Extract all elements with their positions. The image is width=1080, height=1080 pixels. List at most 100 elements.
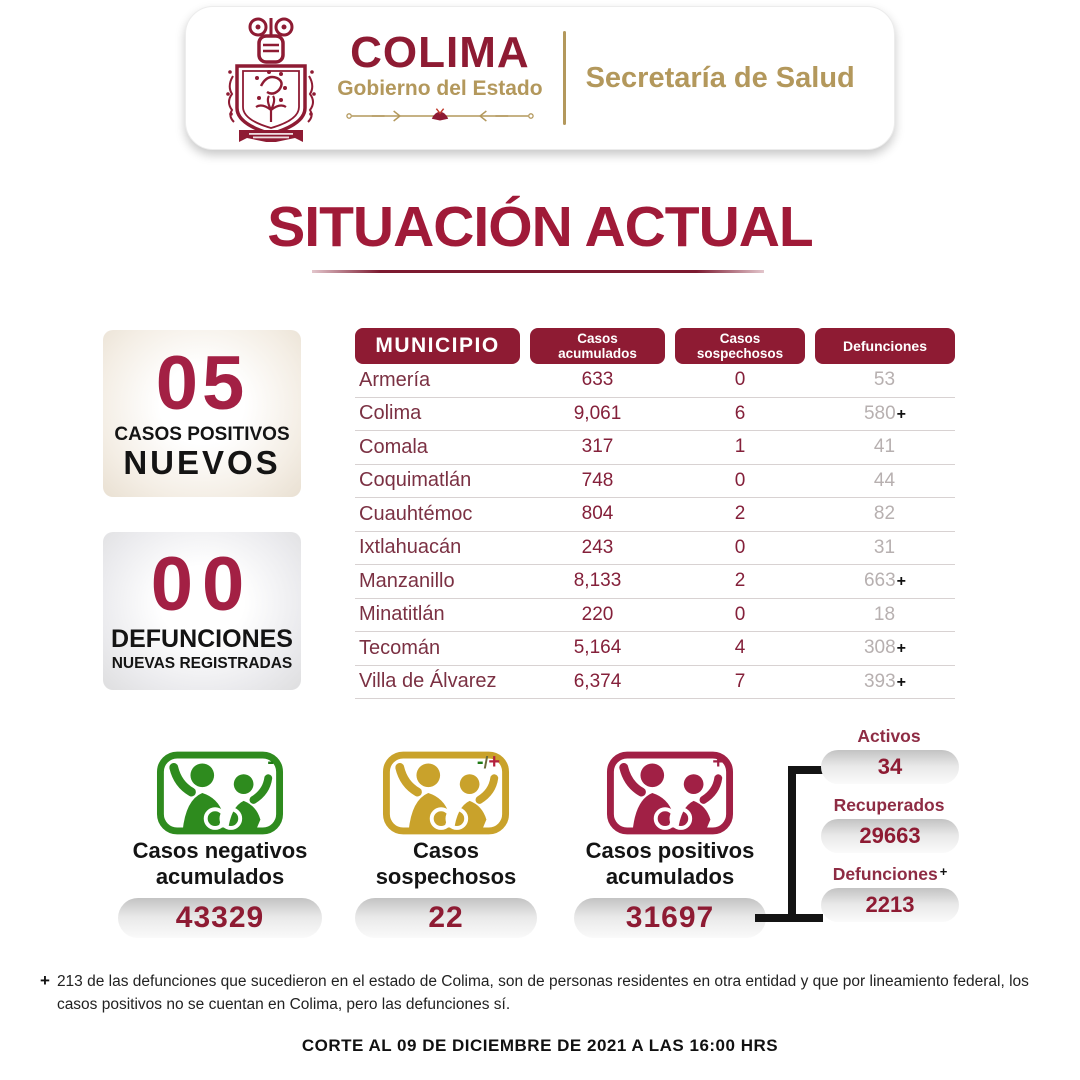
breakdown-value: 2213 — [821, 888, 959, 922]
colima-coat-of-arms-icon — [226, 17, 317, 142]
defunciones-cell: 41 — [873, 436, 896, 458]
plus-mark: + — [896, 405, 907, 423]
municipio-cell: Villa de Álvarez — [359, 670, 497, 693]
municipio-cell: Comala — [359, 435, 428, 458]
header-divider — [562, 31, 566, 125]
breakdown-item-activos: Activos 34 — [818, 726, 962, 784]
sospechosos-cell: 0 — [734, 536, 746, 558]
family-positive-icon — [606, 751, 734, 835]
sospechosos-cell: 1 — [734, 436, 746, 458]
acumulados-cell: 633 — [581, 369, 614, 391]
municipio-cell: Manzanillo — [359, 569, 455, 592]
acumulados-cell: 748 — [581, 469, 614, 491]
acumulados-cell: 6,374 — [573, 670, 622, 692]
sospechosos-cell: 6 — [734, 402, 746, 424]
defunciones-cell: 82 — [873, 503, 896, 525]
plus-mark: + — [712, 751, 724, 773]
column-header-casos-acumulados: Casos acumulados — [530, 328, 665, 364]
table-row: Coquimatlán 748 0 44 — [355, 465, 955, 498]
family-negative-icon — [156, 751, 284, 835]
new-positive-label-1: CASOS POSITIVOS — [114, 424, 290, 446]
municipio-cell: Ixtlahuacán — [359, 536, 462, 559]
table-row: Cuauhtémoc 804 2 82 — [355, 498, 955, 532]
municipio-cell: Colima — [359, 402, 422, 425]
header-card: COLIMA Gobierno del Estado Secretaría de… — [185, 6, 895, 150]
suspect-cases-label: Casos sospechosos — [375, 838, 517, 889]
sospechosos-cell: 0 — [734, 369, 746, 391]
acumulados-cell: 317 — [581, 436, 614, 458]
sospechosos-cell: 0 — [734, 603, 746, 625]
acumulados-cell: 5,164 — [573, 637, 622, 659]
minus-plus-mark: -/+ — [476, 751, 500, 773]
new-deaths-card: 00 DEFUNCIONES NUEVAS REGISTRADAS — [103, 532, 301, 690]
bracket-shape — [788, 766, 796, 922]
breakdown-label: Defunciones + — [832, 864, 948, 884]
defunciones-cell: 580+ — [863, 402, 907, 424]
column-header-municipio: MUNICIPIO — [355, 328, 520, 364]
new-deaths-label-1: DEFUNCIONES — [111, 625, 293, 654]
defunciones-cell: 393+ — [863, 670, 907, 692]
minus-mark: - — [267, 751, 274, 773]
plus-mark: + — [896, 640, 907, 658]
family-suspect-icon — [382, 751, 510, 835]
column-header-defunciones: Defunciones — [815, 328, 955, 364]
bracket-shape — [788, 766, 824, 774]
breakdown-value: 29663 — [821, 819, 959, 853]
sospechosos-cell: 2 — [734, 570, 746, 592]
defunciones-cell: 53 — [873, 369, 896, 391]
municipality-table: MUNICIPIO Casos acumulados Casos sospech… — [355, 328, 955, 699]
table-row: Villa de Álvarez 6,374 7 393+ — [355, 666, 955, 699]
table-row: Ixtlahuacán 243 0 31 — [355, 532, 955, 565]
municipio-cell: Tecomán — [359, 636, 441, 659]
negative-cases-label: Casos negativos acumulados — [132, 838, 308, 889]
sospechosos-cell: 4 — [734, 637, 746, 659]
sospechosos-cell: 0 — [734, 469, 746, 491]
plus-mark: + — [896, 573, 907, 591]
ornament-divider-icon — [346, 107, 534, 122]
table-header-row: MUNICIPIO Casos acumulados Casos sospech… — [355, 328, 955, 364]
breakdown-label: Activos — [857, 726, 921, 746]
breakdown-label: Recuperados — [833, 795, 945, 815]
negative-cases-summary: - Casos negativos acumulados 43329 — [104, 750, 336, 938]
negative-cases-value: 43329 — [118, 897, 322, 938]
acumulados-cell: 804 — [581, 503, 614, 525]
sospechosos-cell: 2 — [734, 503, 746, 525]
table-row: Armería 633 0 53 — [355, 364, 955, 398]
new-positive-label-2: NUEVOS — [123, 444, 281, 482]
municipio-cell: Minatitlán — [359, 603, 445, 626]
defunciones-cell: 31 — [873, 536, 896, 558]
defunciones-cell: 663+ — [863, 570, 907, 592]
footnote-text: 213 de las defunciones que sucedieron en… — [56, 973, 1029, 1014]
municipio-cell: Coquimatlán — [359, 469, 472, 492]
breakdown-value: 34 — [821, 750, 959, 784]
suspect-cases-summary: -/+ Casos sospechosos 22 — [346, 750, 546, 938]
table-row: Tecomán 5,164 4 308+ — [355, 632, 955, 666]
brand-subtitle: Gobierno del Estado — [337, 76, 543, 100]
defunciones-cell: 18 — [873, 603, 896, 625]
new-deaths-count: 00 — [150, 541, 254, 627]
brand-wordmark: COLIMA — [350, 27, 530, 77]
new-positive-count: 05 — [155, 340, 249, 426]
cutoff-date: CORTE AL 09 DE DICIEMBRE DE 2021 A LAS 1… — [301, 1036, 779, 1055]
municipio-cell: Armería — [359, 368, 431, 391]
plus-mark: + — [896, 673, 907, 691]
breakdown-item-recuperados: Recuperados 29663 — [818, 795, 962, 853]
new-deaths-label-2: NUEVAS REGISTRADAS — [111, 655, 293, 673]
defunciones-cell: 308+ — [863, 637, 907, 659]
municipio-cell: Cuauhtémoc — [359, 502, 473, 525]
positive-cases-summary: + Casos positivos acumulados 31697 — [560, 750, 780, 938]
table-row: Colima 9,061 6 580+ — [355, 398, 955, 431]
positive-breakdown: Activos 34 Recuperados 29663 Defunciones… — [818, 726, 962, 933]
sospechosos-cell: 7 — [734, 670, 746, 692]
positive-cases-value: 31697 — [574, 897, 766, 938]
department-title: Secretaría de Salud — [585, 61, 855, 94]
defunciones-cell: 44 — [873, 469, 896, 491]
bracket-shape — [755, 914, 823, 922]
positive-cases-label: Casos positivos acumulados — [585, 838, 755, 889]
acumulados-cell: 9,061 — [573, 402, 622, 424]
new-positive-cases-card: 05 CASOS POSITIVOS NUEVOS — [103, 330, 301, 497]
acumulados-cell: 243 — [581, 536, 614, 558]
table-row: Manzanillo 8,133 2 663+ — [355, 565, 955, 599]
column-header-casos-sospechosos: Casos sospechosos — [675, 328, 805, 364]
